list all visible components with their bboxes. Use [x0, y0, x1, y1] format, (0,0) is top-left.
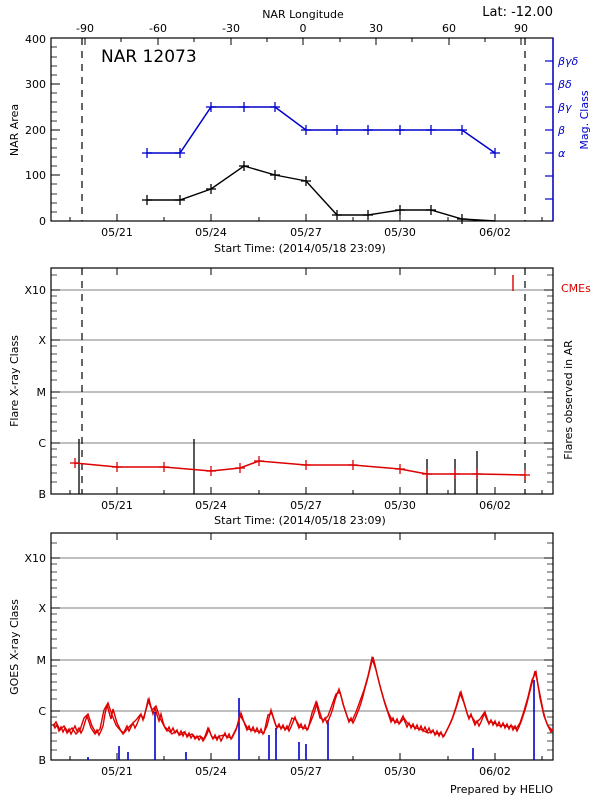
panel3-right-minor-ticks [547, 542, 553, 751]
panel2-ytick-b: B [38, 488, 46, 501]
panel1-ytick-0: 0 [39, 215, 46, 228]
panel3-frame [50, 532, 554, 761]
panel2-xlabel: Start Time: (2014/05/18 23:09) [214, 514, 386, 527]
panel3-ytick-c: C [38, 705, 46, 718]
panel1-toptick-3: 0 [300, 22, 307, 35]
panel1-xlabel: Start Time: (2014/05/18 23:09) [214, 242, 386, 255]
latitude-label: Lat: -12.00 [482, 5, 553, 20]
panel3-xtick-2: 05/27 [290, 765, 322, 778]
panel1-magclass-bd: βδ [557, 78, 572, 91]
panel1-toptick-4: 30 [369, 22, 383, 35]
panel-nar-area: 0 100 200 300 400 NAR Area -90 -60 -30 [8, 5, 591, 255]
panel1-xtick-2: 05/27 [290, 226, 322, 239]
panel-goes-xray: X10 X M C B GOES X-ray Class [8, 532, 554, 796]
panel3-top-ticks [116, 533, 496, 540]
panel3-flare-markers [87, 680, 535, 760]
panel3-y-major-ticks [51, 557, 60, 761]
panel3-ylabel: GOES X-ray Class [8, 599, 21, 695]
panel1-y-major-ticks [51, 37, 60, 222]
panel3-gridlines [51, 557, 553, 712]
panel1-ytick-400: 400 [25, 33, 46, 46]
panel3-ytick-m: M [37, 654, 47, 667]
panel3-ytick-b: B [38, 754, 46, 767]
panel3-goes-curve [52, 656, 554, 743]
panel-flare-xray: X10 X M C B Flare X-ray Class [8, 267, 591, 527]
panel2-xtick-1: 05/24 [195, 499, 227, 512]
panel1-xtick-3: 05/30 [384, 226, 416, 239]
panel1-top-ticks [84, 38, 522, 45]
panel2-top-ticks [116, 268, 496, 275]
panel1-magclass-bgd: βγδ [557, 55, 579, 68]
panel3-xtick-1: 05/24 [195, 765, 227, 778]
panel3-ytick-x: X [38, 602, 46, 615]
panel3-bottom-ticks [69, 753, 543, 760]
page-title: NAR 12073 [101, 47, 197, 67]
panel1-ytick-200: 200 [25, 124, 46, 137]
panel3-xtick-3: 05/30 [384, 765, 416, 778]
panel1-toptick-0: -90 [76, 22, 94, 35]
panel3-y-minor-ticks [51, 542, 57, 751]
panel2-bottom-ticks [69, 487, 543, 494]
panel1-top-axis-label: NAR Longitude [262, 8, 344, 21]
panel1-right-ticks [545, 60, 553, 200]
panel2-xtick-3: 05/30 [384, 499, 416, 512]
panel3-goes-curve-detail [52, 655, 553, 741]
panel1-y-minor-ticks [51, 46, 57, 213]
panel2-right-minor-ticks [547, 274, 553, 483]
panel1-magclass-series [142, 102, 500, 158]
panel2-ytick-c: C [38, 437, 46, 450]
panel2-ytick-x: X [38, 334, 46, 347]
panel1-xtick-1: 05/24 [195, 226, 227, 239]
panel2-y-major-ticks [51, 289, 60, 495]
panel2-flare-series [70, 456, 530, 480]
panel1-toptick-6: 90 [514, 22, 528, 35]
panel3-xtick-0: 05/21 [101, 765, 133, 778]
panel2-xtick-4: 06/02 [479, 499, 511, 512]
panel2-ytick-x10: X10 [24, 284, 46, 297]
panel1-magclass-bg: βγ [557, 101, 572, 114]
panel1-nar-area-series [142, 161, 496, 224]
panel2-y-minor-ticks [51, 274, 57, 483]
panel3-right-ticks [544, 557, 553, 761]
credit-label: Prepared by HELIO [450, 783, 553, 796]
panel1-right-axis-label: Mag. Class [578, 90, 591, 149]
panel2-frame [50, 267, 554, 495]
panel1-magclass-b: β [557, 124, 565, 137]
panel2-ylabel: Flare X-ray Class [8, 335, 21, 427]
panel1-ytick-100: 100 [25, 169, 46, 182]
panel1-magclass-a: α [558, 147, 566, 160]
panel2-gridlines [51, 289, 553, 444]
panel2-xtick-2: 05/27 [290, 499, 322, 512]
panel1-bottom-ticks [69, 214, 543, 221]
panel2-ytick-m: M [37, 386, 47, 399]
panel2-cmes-label: CMEs [561, 282, 591, 295]
panel1-toptick-2: -30 [222, 22, 240, 35]
panel3-ytick-x10: X10 [24, 552, 46, 565]
panel1-toptick-5: 60 [442, 22, 456, 35]
panel2-right-axis-label: Flares observed in AR [562, 340, 575, 460]
panel1-xtick-4: 06/02 [479, 226, 511, 239]
panel1-ytick-300: 300 [25, 78, 46, 91]
panel3-xtick-4: 06/02 [479, 765, 511, 778]
panel1-ylabel: NAR Area [8, 104, 21, 156]
panel1-xtick-0: 05/21 [101, 226, 133, 239]
panel2-right-ticks [544, 289, 553, 495]
panel1-toptick-1: -60 [149, 22, 167, 35]
panel2-xtick-0: 05/21 [101, 499, 133, 512]
